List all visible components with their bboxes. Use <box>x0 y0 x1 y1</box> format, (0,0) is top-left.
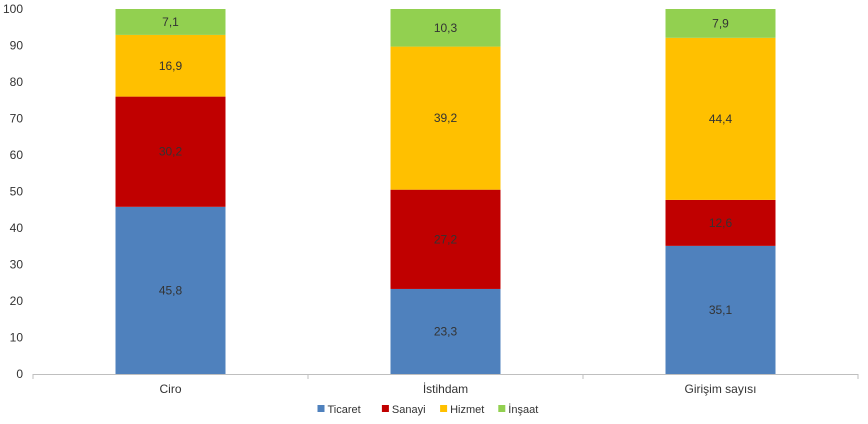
legend-label: Hizmet <box>450 404 484 416</box>
data-label: 12,6 <box>709 216 733 230</box>
y-tick-label: 40 <box>10 221 24 235</box>
y-tick-label: 60 <box>10 148 24 162</box>
bars <box>115 9 776 374</box>
y-tick-label: 100 <box>3 2 23 16</box>
bar-segment <box>390 46 501 190</box>
y-axis: 0 10 20 30 40 50 60 70 80 90 100 <box>3 2 23 381</box>
x-category-label: İstihdam <box>423 382 468 396</box>
data-label: 7,9 <box>712 16 729 30</box>
data-label: 39,2 <box>434 111 458 125</box>
data-label: 30,2 <box>159 145 183 159</box>
legend-label: İnşaat <box>508 403 538 416</box>
data-labels: 45,8 30,2 16,9 7,1 23,3 27,2 39,2 10,3 35,1 12,6 4… <box>159 15 733 339</box>
x-axis: Ciro İstihdam Girişim sayısı <box>32 374 859 396</box>
bar-segment <box>665 37 776 200</box>
legend: Ticaret Sanayi Hizmet İnşaat <box>317 403 538 416</box>
x-category-label: Girişim sayısı <box>685 382 757 396</box>
bar-segment <box>390 189 501 289</box>
y-tick-label: 90 <box>10 39 24 53</box>
legend-swatch <box>381 405 389 412</box>
bar-segment <box>115 96 226 207</box>
legend-swatch <box>317 405 325 412</box>
y-tick-label: 20 <box>10 294 24 308</box>
bar-segment <box>390 288 501 374</box>
y-tick-label: 30 <box>10 258 24 272</box>
data-label: 35,1 <box>709 303 733 317</box>
data-label: 16,9 <box>159 59 183 73</box>
y-tick-label: 80 <box>10 75 24 89</box>
data-label: 23,3 <box>434 324 458 338</box>
y-tick-label: 0 <box>16 367 23 381</box>
legend-label: Ticaret <box>328 404 361 416</box>
y-tick-label: 50 <box>10 185 24 199</box>
bar-segment <box>115 206 226 374</box>
data-label: 45,8 <box>159 283 183 297</box>
data-label: 7,1 <box>162 15 179 29</box>
legend-swatch <box>440 405 448 412</box>
bar-segment <box>115 34 226 97</box>
y-tick-label: 70 <box>10 112 24 126</box>
bar-segment <box>115 9 226 35</box>
y-tick-label: 10 <box>10 331 24 345</box>
legend-swatch <box>498 405 506 412</box>
bar-segment <box>665 9 776 38</box>
legend-label: Sanayi <box>392 404 426 416</box>
data-label: 27,2 <box>434 232 458 246</box>
bar-segment <box>390 9 501 47</box>
bar-segment <box>665 245 776 374</box>
data-label: 44,4 <box>709 112 733 126</box>
bar-segment <box>665 199 776 246</box>
x-category-label: Ciro <box>159 382 181 396</box>
data-label: 10,3 <box>434 21 458 35</box>
